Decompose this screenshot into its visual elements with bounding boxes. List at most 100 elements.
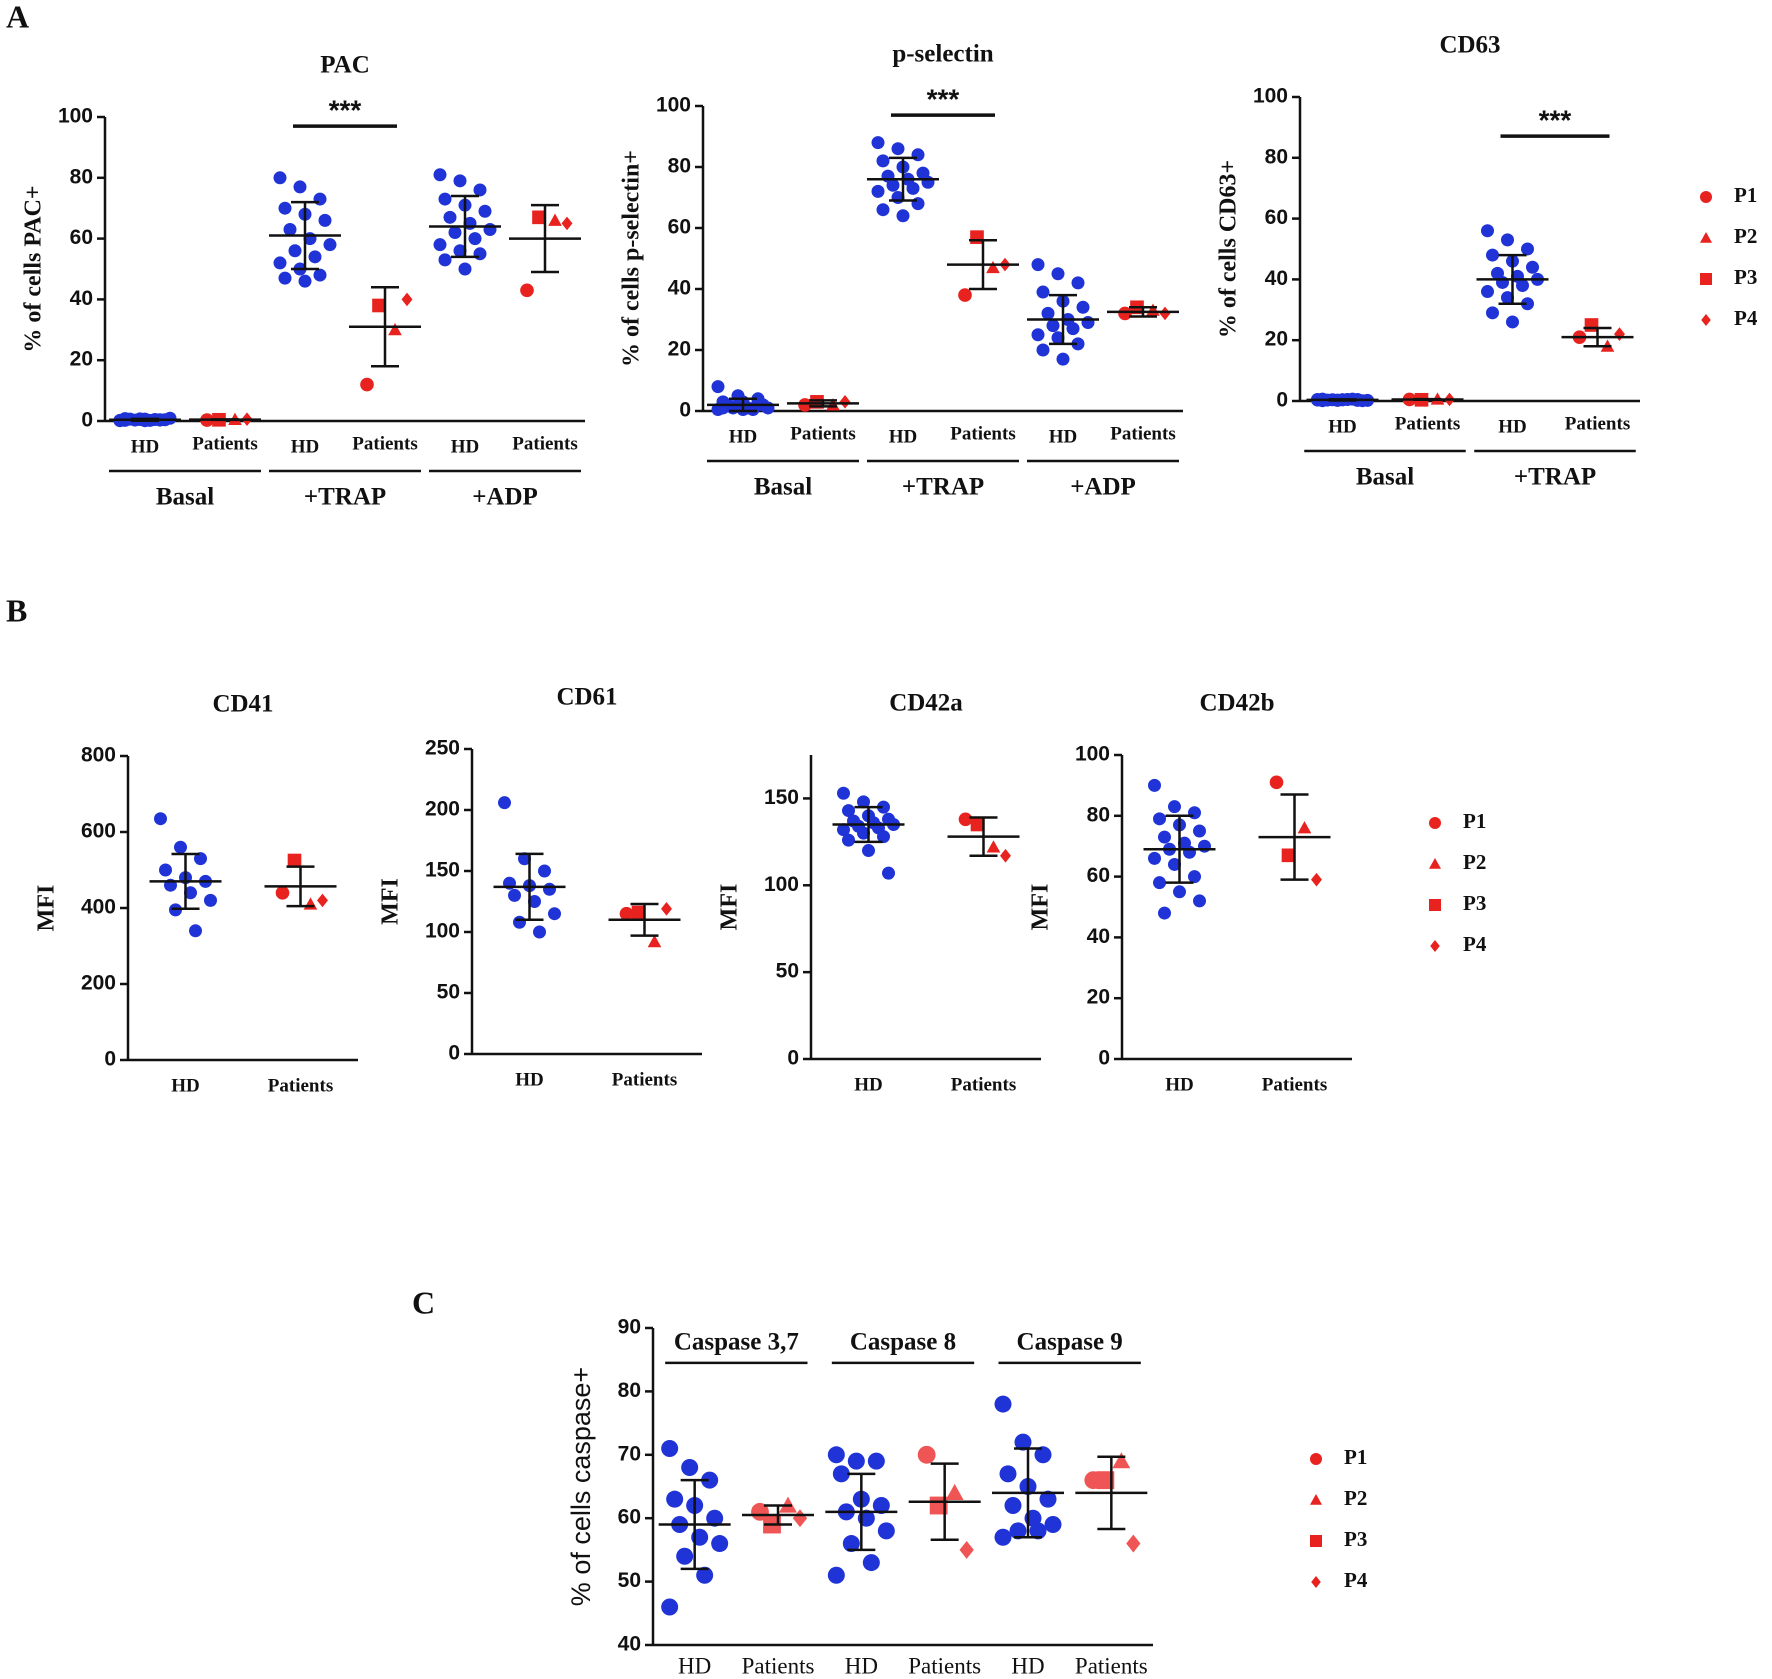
y-tick-label: 40	[1265, 267, 1288, 290]
hd-point	[1516, 278, 1529, 292]
chart-title: CD61	[556, 684, 617, 711]
hd-point	[994, 1395, 1012, 1413]
hd-point	[906, 181, 920, 195]
hd-point	[273, 256, 287, 270]
legend-marker	[1430, 940, 1440, 952]
hd-point	[877, 1522, 895, 1540]
x-tick-label: Patients	[192, 433, 257, 454]
patient-point	[959, 1540, 974, 1559]
hd-point	[1526, 260, 1539, 274]
hd-point	[876, 203, 890, 217]
hd-point	[453, 174, 467, 188]
hd-point	[278, 271, 292, 285]
y-tick-label: 0	[104, 1048, 116, 1071]
patient-point	[275, 885, 290, 900]
hd-point	[154, 812, 167, 826]
legend-marker	[1311, 1576, 1321, 1588]
hd-point	[837, 823, 850, 837]
legend-marker	[1700, 273, 1712, 285]
y-tick-label: 600	[81, 820, 116, 843]
y-tick-label: 0	[81, 409, 93, 432]
y-tick-label: 100	[1253, 85, 1288, 108]
hd-point	[711, 380, 725, 394]
patient-point	[1112, 1452, 1131, 1469]
x-tick-label: Patients	[950, 423, 1015, 444]
hd-point	[1486, 248, 1499, 262]
legend-marker	[1700, 191, 1712, 203]
chart-title: CD42b	[1199, 690, 1274, 717]
hd-point	[1153, 876, 1166, 890]
hd-point	[528, 895, 541, 908]
hd-point	[999, 1465, 1017, 1483]
hd-point	[872, 1497, 890, 1515]
legend-label: P2	[1734, 224, 1757, 248]
x-tick-label: HD	[131, 436, 160, 457]
y-tick-label: 0	[448, 1042, 460, 1065]
hd-point	[273, 171, 287, 185]
hd-point	[911, 197, 925, 211]
legend-marker	[1429, 899, 1441, 911]
significance-label: ***	[1539, 105, 1572, 136]
legend-marker	[1429, 858, 1441, 869]
hd-point	[882, 866, 895, 880]
x-tick-label: HD	[1498, 416, 1527, 437]
hd-point	[832, 1465, 850, 1483]
patient-point	[631, 905, 646, 920]
patient-point	[1614, 327, 1625, 341]
patient-point	[1269, 775, 1284, 790]
hd-point	[283, 222, 297, 236]
hd-point	[1056, 352, 1070, 366]
hd-point	[877, 800, 890, 814]
hd-point	[661, 1598, 679, 1616]
x-tick-label: HD	[1328, 416, 1357, 437]
hd-point	[1153, 812, 1166, 826]
patient-point	[1118, 306, 1132, 321]
hd-point	[1071, 337, 1085, 351]
hd-point	[174, 840, 187, 854]
hd-point	[478, 204, 492, 218]
hd-point	[1031, 328, 1045, 342]
patient-point	[839, 395, 851, 409]
x-tick-label: HD	[1049, 426, 1078, 447]
hd-point	[443, 210, 457, 224]
hd-point	[293, 180, 307, 194]
hd-point	[676, 1547, 694, 1565]
y-axis-label: % of cells p-selectin+	[619, 150, 645, 367]
significance-label: ***	[329, 95, 362, 126]
patient-point	[287, 853, 302, 868]
hd-point	[1051, 267, 1065, 281]
hd-point	[1031, 258, 1045, 272]
hd-point	[438, 192, 452, 206]
hd-point	[513, 915, 526, 929]
x-tick-label: Patients	[352, 433, 417, 454]
y-tick-label: 20	[668, 338, 691, 361]
x-tick-label: HD	[1165, 1074, 1194, 1095]
condition-label: +TRAP	[304, 484, 386, 511]
hd-point	[189, 924, 202, 938]
y-tick-label: 60	[618, 1506, 641, 1529]
patient-point	[970, 817, 985, 832]
y-tick-label: 80	[618, 1379, 641, 1402]
patient-point	[548, 213, 562, 226]
hd-point	[716, 401, 730, 415]
x-tick-label: Patients	[951, 1074, 1016, 1095]
hd-point	[184, 886, 197, 900]
legend-marker	[1429, 817, 1441, 829]
y-axis-label: % of cells CD63+	[1216, 160, 1242, 338]
y-tick-label: 400	[81, 896, 116, 919]
patient-point	[647, 934, 662, 948]
hd-point	[1009, 1522, 1027, 1540]
x-tick-label: Patients	[612, 1069, 677, 1090]
hd-point	[1481, 224, 1494, 238]
hd-point	[1029, 1522, 1047, 1540]
condition-label: Caspase 8	[850, 1329, 956, 1356]
hd-point	[876, 154, 890, 168]
hd-point	[1501, 233, 1514, 247]
x-tick-label: HD	[515, 1069, 544, 1090]
hd-point	[921, 175, 935, 189]
legend-label: P2	[1463, 850, 1486, 874]
hd-point	[886, 178, 900, 192]
y-tick-label: 100	[764, 873, 799, 896]
patient-point	[561, 216, 573, 231]
patient-point	[401, 292, 413, 307]
